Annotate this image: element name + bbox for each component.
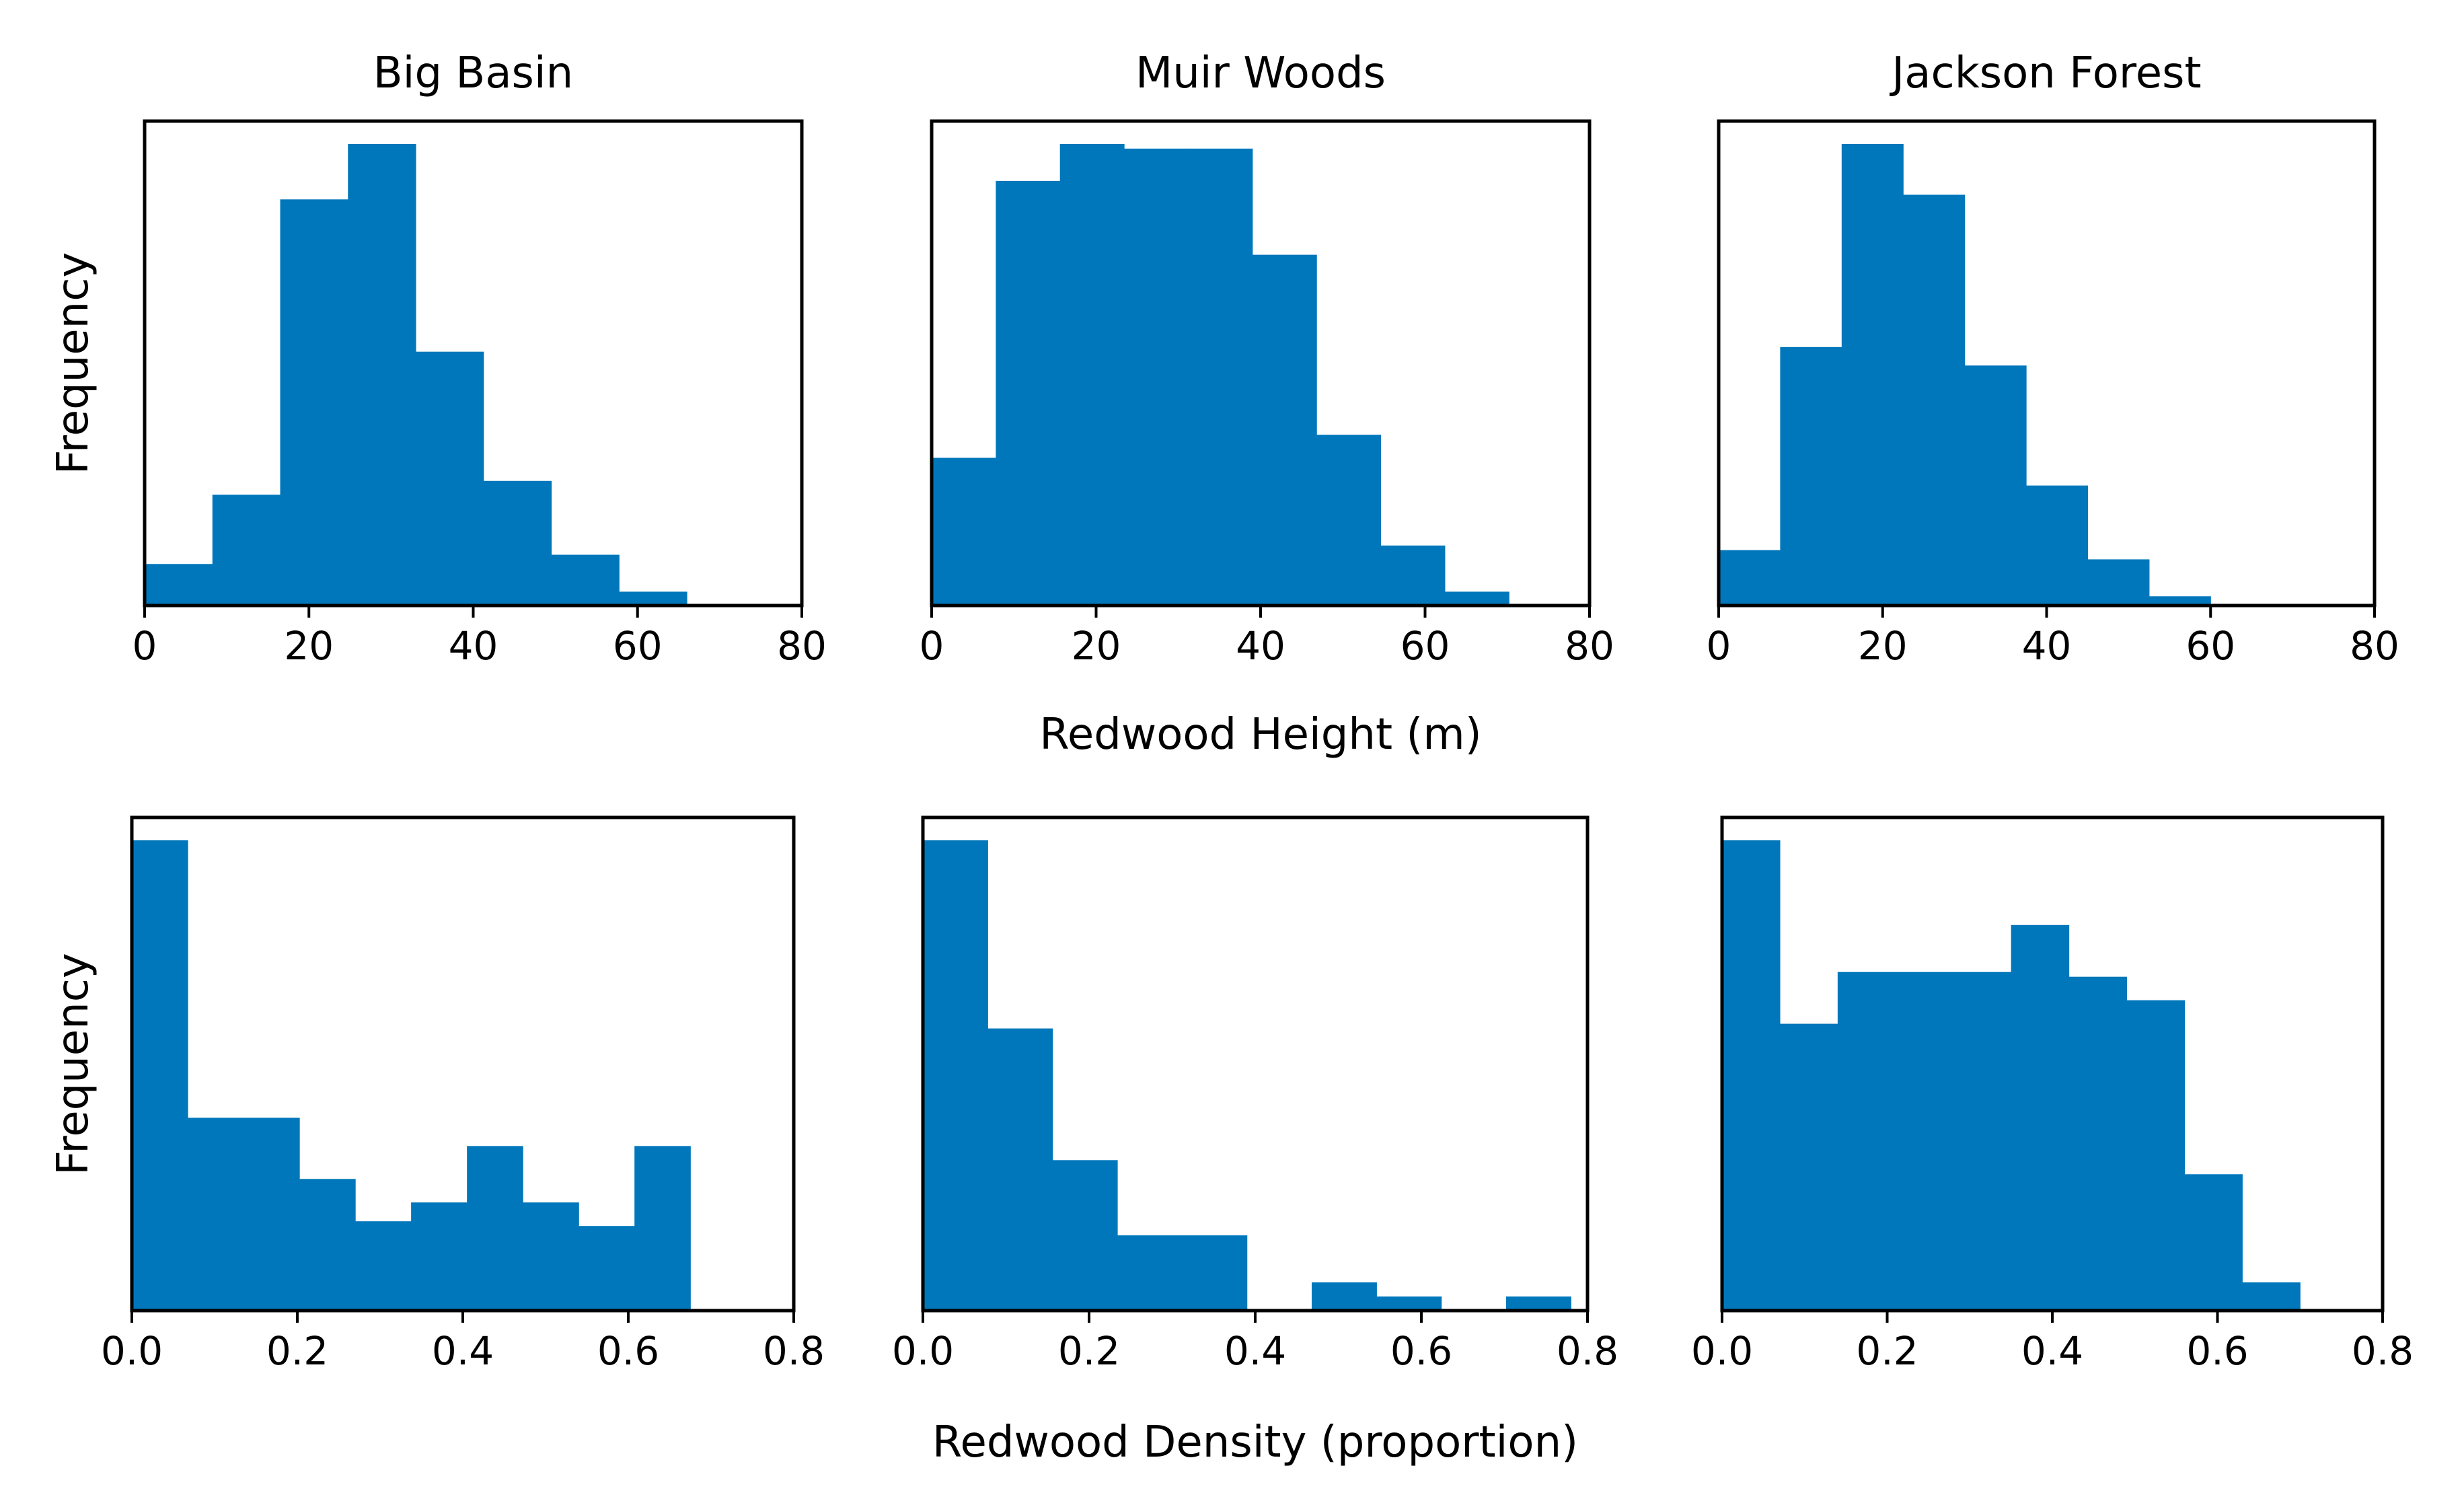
histogram-panel-2: 0 20 40 60 80 Muir Woods [920,48,1614,669]
x-tick-label: 0.8 [763,1328,825,1374]
histogram-bar [244,1118,300,1311]
panel-title: Big Basin [373,48,573,98]
x-tick-label: 0.4 [432,1328,494,1374]
x-tick-label: 80 [1565,623,1614,669]
x-tick-label: 0.2 [1856,1328,1918,1374]
panel-title: Jackson Forest [1889,48,2201,98]
histogram-panel-3: 0 20 40 60 80 Jackson Forest [1707,48,2399,669]
histogram-bar [1188,148,1253,606]
histogram-bar [1059,144,1125,606]
histogram-bar [1719,550,1781,606]
histogram-bar [1444,591,1509,606]
histogram-bar [1903,194,1966,606]
histogram-bar [1895,972,1954,1311]
histogram-bar [2126,1000,2185,1311]
x-tick-label: 60 [2186,623,2235,669]
histogram-bar [132,840,188,1311]
histogram-bar [2242,1282,2301,1311]
x-tick-label: 20 [1858,623,1908,669]
x-tick-label: 0.0 [1691,1328,1753,1374]
histogram-bar [348,144,416,606]
histogram-bar [1052,1160,1118,1311]
histogram-bar [2149,596,2211,606]
histogram-bar [634,1146,691,1311]
x-tick-label: 0.0 [101,1328,163,1374]
x-tick-label: 0.8 [2352,1328,2414,1374]
histogram-bar [1124,148,1189,606]
x-tick-label: 0 [920,623,944,669]
histogram-panel-4: 0.0 0.2 0.4 0.6 0.8 Frequency [48,815,825,1374]
histogram-bar [619,591,687,606]
histogram-bar [1722,840,1781,1311]
histogram-bar [1841,144,1904,606]
histogram-bar [188,1118,244,1311]
histogram-bar [483,480,552,606]
histogram-bar [1311,1282,1377,1311]
panel-title: Muir Woods [1135,48,1386,98]
histogram-bar [467,1146,523,1311]
histogram-bar [1780,346,1842,606]
histogram-bar [299,1179,356,1311]
x-tick-label: 0.2 [1058,1328,1120,1374]
histogram-bar [2087,559,2150,606]
histogram-bar [551,554,620,606]
x-tick-label: 0.0 [892,1328,954,1374]
x-tick-label: 0 [1707,623,1731,669]
histogram-bar [212,495,281,606]
histogram-bar [1117,1235,1183,1311]
histogram-bar [1953,972,2012,1311]
histogram-bar [1252,254,1317,606]
histogram-bar [1380,545,1446,606]
histogram-bar [1376,1296,1442,1311]
histogram-bar [1964,365,2027,606]
histogram-panel-5: 0.0 0.2 0.4 0.6 0.8 [892,815,1618,1374]
histogram-bar [1779,1023,1838,1311]
histogram-bar [523,1202,579,1311]
histogram-bar [355,1221,412,1311]
x-tick-label: 0.6 [597,1328,659,1374]
histogram-bar [923,840,988,1311]
histogram-bar [416,351,484,606]
histogram-panel-6: 0.0 0.2 0.4 0.6 0.8 [1691,815,2414,1374]
x-tick-label: 0 [133,623,157,669]
histogram-bar [932,458,996,606]
histogram-bar [578,1226,635,1311]
histogram-bar [987,1028,1053,1311]
x-tick-label: 80 [2350,623,2399,669]
x-tick-label: 0.4 [1224,1328,1286,1374]
y-axis-label: Frequency [48,953,98,1175]
histogram-bar [280,199,348,606]
x-tick-label: 60 [1401,623,1450,669]
x-tick-label: 0.8 [1557,1328,1618,1374]
density-x-axis-label: Redwood Density (proportion) [932,1418,1578,1467]
x-tick-label: 0.6 [1390,1328,1452,1374]
histogram-bar [1182,1235,1248,1311]
x-tick-label: 20 [284,623,334,669]
histogram-panel-1: 0 20 40 60 80 Big Basin Frequency [48,48,827,669]
x-tick-label: 80 [777,623,827,669]
histogram-bar [411,1202,468,1311]
x-tick-label: 0.6 [2186,1328,2248,1374]
histogram-bar [1316,435,1382,606]
x-tick-label: 0.2 [266,1328,328,1374]
histogram-bar [996,180,1061,606]
y-axis-label: Frequency [48,252,98,475]
histogram-bar [2068,976,2128,1311]
histogram-bar [1837,972,1896,1311]
histogram-bar [2184,1174,2243,1311]
x-tick-label: 40 [449,623,498,669]
histogram-bar [145,564,213,606]
histogram-bar [2026,485,2089,606]
x-tick-label: 40 [2022,623,2072,669]
histogram-bar [1505,1296,1571,1311]
x-tick-label: 20 [1072,623,1121,669]
x-tick-label: 60 [613,623,663,669]
x-tick-label: 40 [1236,623,1285,669]
x-tick-label: 0.4 [2021,1328,2083,1374]
histogram-bar [2011,924,2070,1311]
height-x-axis-label: Redwood Height (m) [1039,710,1481,760]
